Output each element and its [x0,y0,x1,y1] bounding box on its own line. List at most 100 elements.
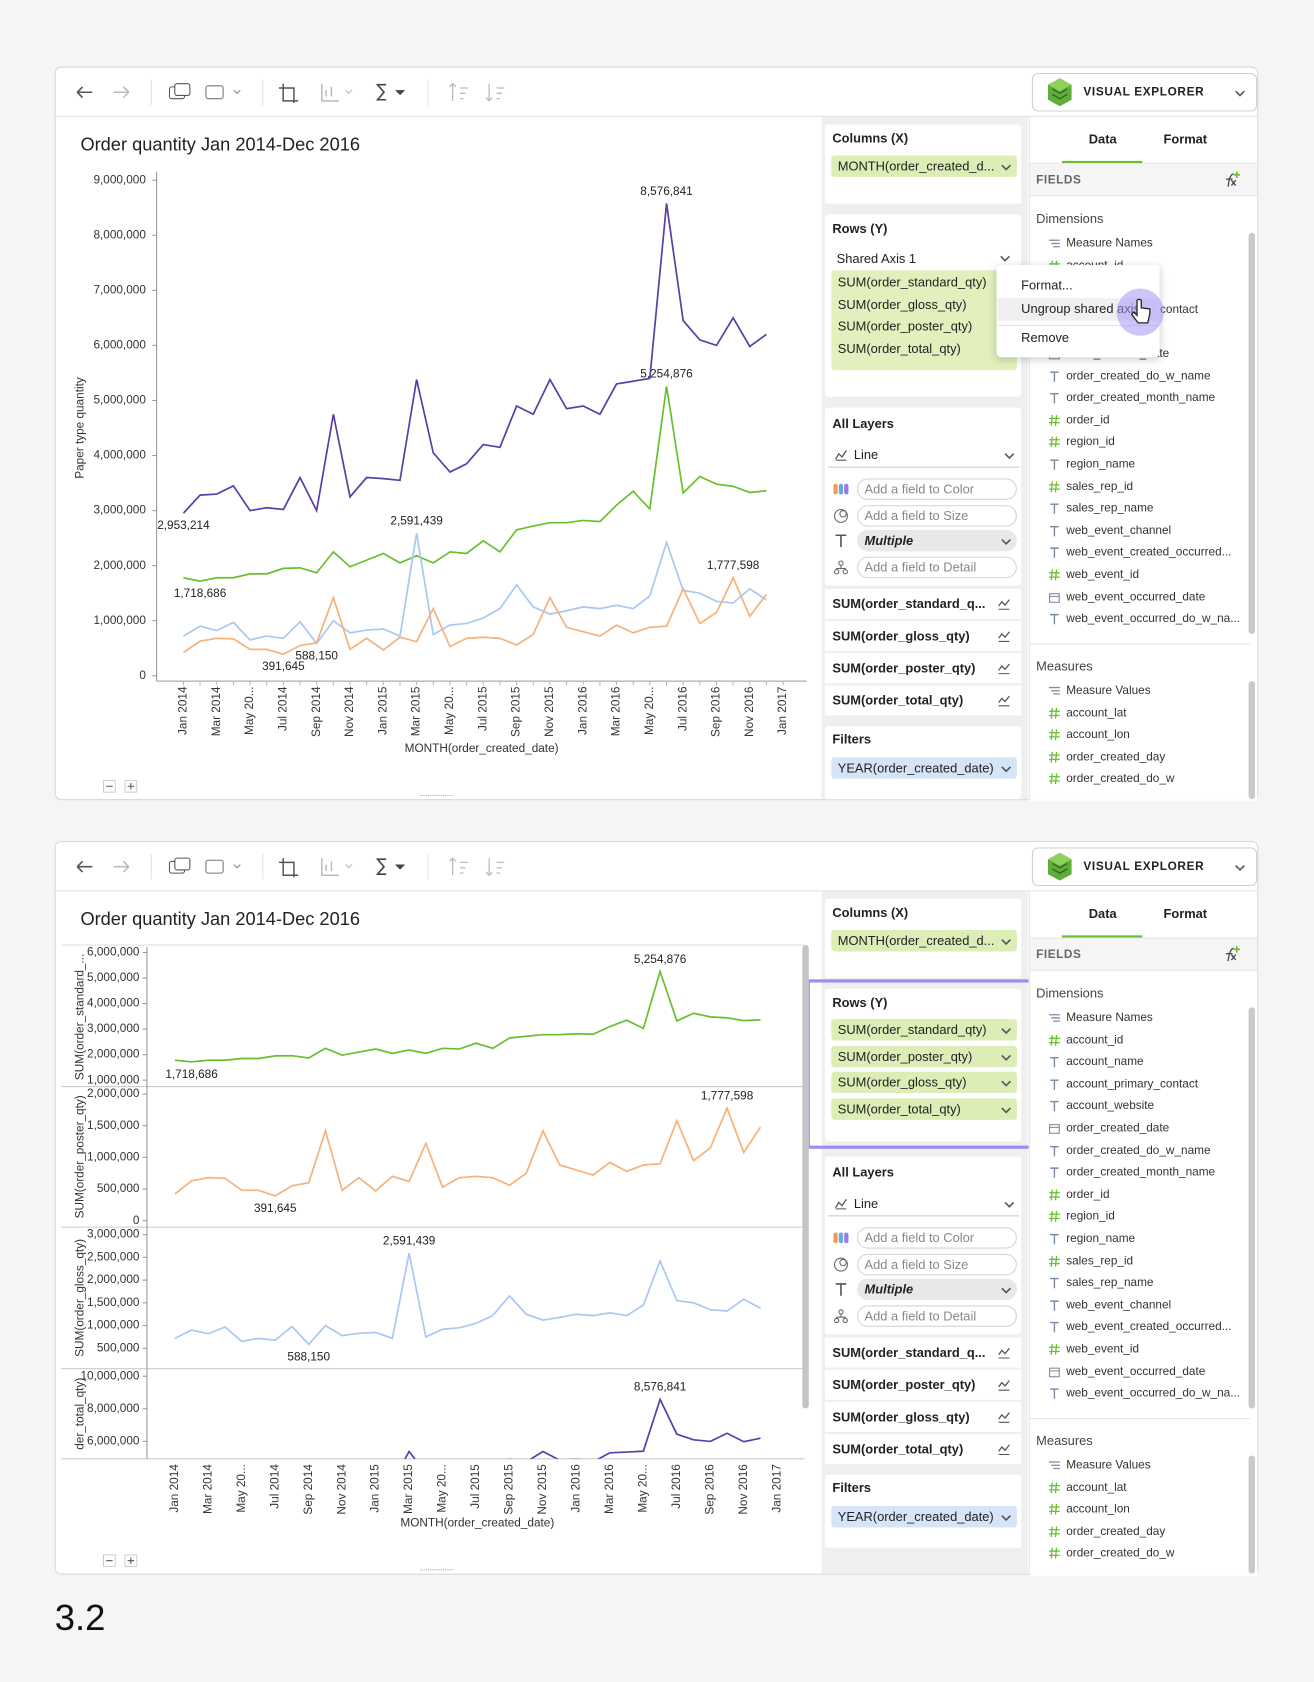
encoding-slot[interactable] [857,1253,1017,1276]
field-item[interactable]: Measure Names [1066,1011,1153,1025]
field-item[interactable]: account_lon [1066,728,1130,742]
menu-item[interactable]: Ungroup shared axis [1021,301,1140,317]
layer-item[interactable] [824,1369,1022,1400]
dropdown-chevron[interactable] [1001,1079,1012,1088]
dropdown-chevron[interactable] [1004,1200,1015,1209]
dropdown-chevron[interactable] [1001,1514,1012,1523]
field-item[interactable]: order_created_do_w_name [1066,1144,1211,1157]
layer-item[interactable] [824,588,1022,619]
mark-type-select[interactable] [828,442,1020,468]
field-item[interactable]: region_id [1066,1210,1115,1224]
field-item[interactable]: order_created_do_w [1066,772,1175,786]
field-item[interactable]: web_event_created_occurred... [1066,1320,1232,1334]
field-item[interactable]: sales_rep_id [1066,1254,1134,1268]
layer-item[interactable] [824,653,1022,684]
field-item[interactable]: order_created_do_w [1066,1547,1175,1561]
encoding-slot[interactable] [857,1305,1017,1327]
field-item[interactable]: web_event_occurred_do_w_na... [1066,1387,1241,1401]
dropdown-chevron[interactable] [1001,1027,1012,1036]
field-item[interactable]: web_event_channel [1066,524,1172,538]
field-item[interactable]: account_lat [1066,1480,1127,1494]
field-item[interactable]: sales_rep_name [1066,1276,1154,1290]
field-item[interactable]: region_id [1066,435,1115,449]
field-item[interactable]: Measure Names [1066,237,1153,250]
dropdown-chevron[interactable] [1001,1053,1012,1062]
field-item[interactable]: account_primary_contact [1066,1077,1199,1091]
layer-item[interactable] [824,1434,1022,1465]
label-slot[interactable] [857,529,1017,552]
field-item[interactable]: sales_rep_name [1066,502,1154,516]
field-item[interactable]: web_event_occurred_date [1066,1365,1206,1378]
zoom-in[interactable] [124,1554,138,1568]
layer-item[interactable] [824,1401,1022,1432]
shared-axis-group[interactable] [831,270,1017,371]
layer-item[interactable] [824,621,1022,652]
menu-item[interactable]: Format... [1021,277,1073,293]
zoom-in[interactable] [124,779,138,793]
field-pill[interactable] [831,1097,1017,1120]
dropdown-chevron[interactable] [1001,937,1012,946]
field-item[interactable]: Measure Values [1066,684,1151,698]
field-item[interactable]: Measure Values [1066,1458,1151,1472]
dropdown-chevron[interactable] [1235,863,1246,872]
visual-explorer-button[interactable] [1031,72,1258,112]
field-pill[interactable] [831,1019,1017,1041]
layer-item[interactable] [824,685,1022,716]
field-item[interactable]: order_created_month_name [1066,391,1216,405]
field-item[interactable]: order_id [1066,1188,1110,1202]
zoom-out[interactable] [102,779,116,793]
field-item[interactable]: web_event_id [1066,568,1140,582]
menu-item[interactable]: Remove [1021,330,1070,346]
tab[interactable]: Format [1163,906,1208,922]
field-item[interactable]: web_event_created_occurred... [1066,546,1232,560]
field-item[interactable]: order_created_do_w_name [1066,369,1211,383]
encoding-slot[interactable] [857,505,1017,527]
formula-button[interactable] [1220,171,1241,190]
data-label: 5,254,876 [634,953,687,966]
field-item[interactable]: order_created_day [1066,1525,1166,1538]
dropdown-chevron[interactable] [1001,1286,1012,1295]
dropdown-chevron[interactable] [1235,89,1246,98]
dropdown-chevron[interactable] [1001,163,1012,172]
field-item[interactable]: account_id [1066,1033,1124,1047]
encoding-slot[interactable] [857,478,1017,500]
field-item[interactable]: web_event_occurred_date [1066,590,1206,604]
tab[interactable]: Format [1163,131,1208,147]
field-pill[interactable] [831,929,1017,952]
zoom-out[interactable] [102,1554,116,1568]
mark-type-select[interactable] [828,1191,1020,1217]
dropdown-chevron[interactable] [1004,452,1015,461]
field-item[interactable]: account_name [1066,1055,1144,1069]
filter-pill[interactable] [831,1506,1017,1528]
field-item[interactable]: region_name [1066,1232,1136,1246]
field-item[interactable]: order_created_month_name [1066,1166,1216,1180]
field-item[interactable]: web_event_occurred_do_w_na... [1066,612,1241,626]
field-item[interactable]: account_lat [1066,706,1127,720]
field-item[interactable]: account_website [1066,1099,1155,1113]
field-pill[interactable] [831,1045,1017,1067]
label-slot[interactable] [857,1278,1017,1301]
field-item[interactable]: web_event_channel [1066,1298,1172,1312]
dropdown-chevron[interactable] [1001,537,1012,546]
field-item[interactable]: order_id [1066,413,1110,427]
tab[interactable]: Data [1088,906,1117,922]
field-item[interactable]: order_created_date [1066,1121,1170,1135]
field-item[interactable]: region_name [1066,458,1136,471]
field-item[interactable]: web_event_id [1066,1342,1140,1356]
dropdown-chevron[interactable] [1001,1105,1012,1114]
dropdown-chevron[interactable] [1000,254,1011,263]
field-pill[interactable] [831,155,1017,177]
field-item[interactable]: sales_rep_id [1066,480,1134,493]
field-item[interactable]: account_lon [1066,1502,1130,1516]
encoding-slot[interactable] [857,1227,1017,1249]
toolbar-icons[interactable] [64,75,515,109]
formula-button[interactable] [1220,945,1241,964]
toolbar-icons[interactable] [64,850,515,884]
layer-item[interactable] [824,1337,1022,1368]
tab[interactable]: Data [1088,131,1117,147]
filter-pill[interactable] [831,757,1017,779]
encoding-slot[interactable] [857,556,1017,579]
dropdown-chevron[interactable] [1001,765,1012,774]
field-pill[interactable] [831,1071,1017,1094]
field-item[interactable]: order_created_day [1066,750,1166,764]
